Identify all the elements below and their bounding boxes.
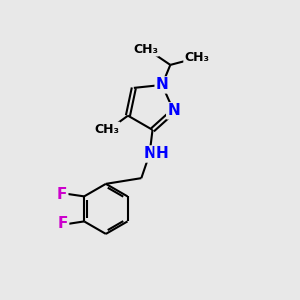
Text: CH₃: CH₃	[184, 51, 209, 64]
Text: F: F	[58, 216, 68, 231]
Text: N: N	[143, 146, 156, 161]
Text: H: H	[156, 146, 168, 161]
Text: CH₃: CH₃	[133, 43, 158, 56]
Text: F: F	[57, 187, 67, 202]
Text: CH₃: CH₃	[94, 123, 119, 136]
Text: N: N	[167, 103, 180, 118]
Text: N: N	[156, 77, 168, 92]
